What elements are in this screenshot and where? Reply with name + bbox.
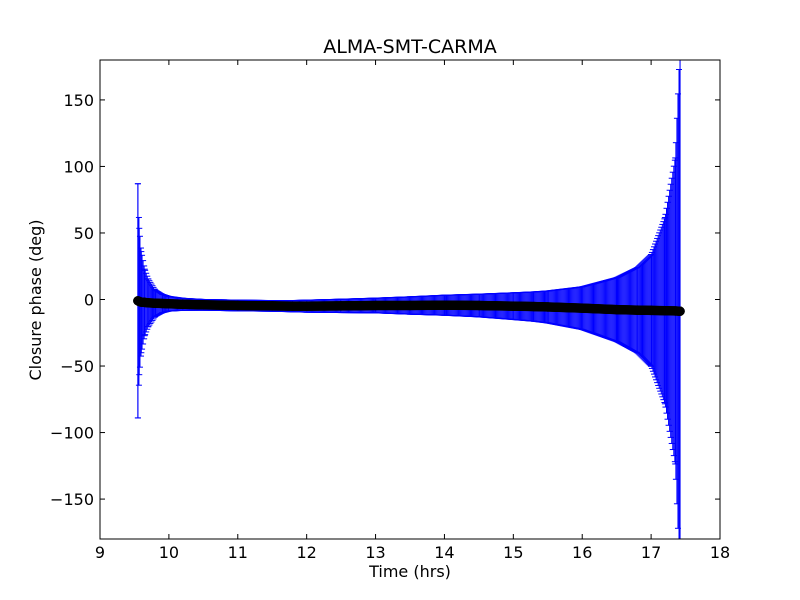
data-point — [611, 304, 622, 315]
data-point — [439, 300, 450, 310]
y-tick-label: −150 — [50, 490, 94, 509]
x-axis-label: Time (hrs) — [368, 562, 451, 581]
data-point — [632, 305, 643, 315]
data-point — [474, 300, 484, 311]
x-tick-label: 15 — [503, 543, 523, 562]
data-point — [529, 301, 539, 312]
data-point — [370, 300, 381, 311]
x-tick-label: 9 — [95, 543, 105, 562]
chart-title: ALMA-SMT-CARMA — [323, 36, 496, 58]
data-point — [508, 301, 519, 311]
y-tick-label: 100 — [63, 157, 94, 176]
data-point — [267, 301, 277, 311]
x-tick-label: 18 — [710, 543, 730, 562]
data-point — [177, 299, 188, 310]
x-tick-label: 12 — [296, 543, 316, 562]
data-point — [336, 301, 346, 311]
data-point — [577, 303, 587, 313]
data-point — [164, 299, 174, 309]
data-point — [288, 301, 298, 311]
y-tick-label: 150 — [63, 91, 94, 110]
x-tick-label: 13 — [365, 543, 385, 562]
y-tick-label: −50 — [60, 357, 94, 376]
data-point — [198, 300, 209, 310]
x-tick-label: 17 — [641, 543, 661, 562]
y-tick-label: 50 — [74, 224, 94, 243]
data-point — [301, 301, 312, 311]
y-axis-label: Closure phase (deg) — [26, 219, 45, 380]
data-point — [660, 305, 670, 316]
data-point — [646, 305, 656, 316]
data-point — [405, 300, 415, 311]
x-ticks: 9 10 11 12 13 14 15 16 17 18 — [95, 60, 730, 562]
markers — [133, 296, 685, 316]
data-point — [543, 302, 553, 312]
data-point — [219, 300, 229, 310]
y-tick-label: −100 — [50, 424, 94, 443]
y-ticks: −150 −100 −50 0 50 100 150 — [50, 91, 720, 509]
x-tick-label: 10 — [159, 543, 179, 562]
x-tick-label: 11 — [228, 543, 248, 562]
data-point — [233, 300, 243, 311]
x-tick-label: 14 — [434, 543, 454, 562]
x-tick-label: 16 — [572, 543, 592, 562]
data-point — [675, 306, 685, 316]
y-tick-label: 0 — [84, 291, 94, 310]
